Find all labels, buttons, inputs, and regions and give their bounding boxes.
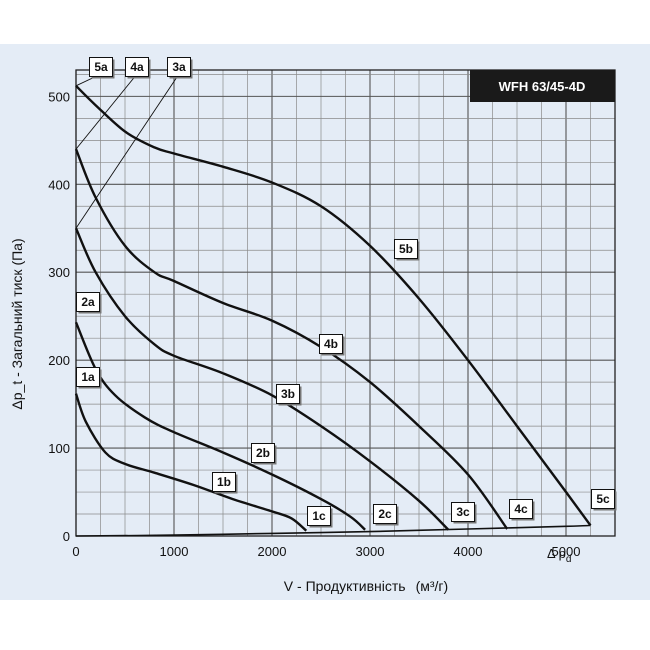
x-axis-label: V - Продуктивність bbox=[284, 578, 406, 594]
pd-label: Δ pd bbox=[547, 546, 571, 565]
curve-label-4b: 4b bbox=[324, 337, 338, 351]
curve-label-box bbox=[373, 504, 397, 524]
curve-label-box bbox=[76, 367, 100, 387]
model-badge: WFH 63/45-4D bbox=[470, 70, 615, 102]
label-leader-line bbox=[75, 73, 138, 150]
curve-label-box bbox=[591, 489, 615, 509]
curve-label-box bbox=[251, 443, 275, 463]
curve-label-box bbox=[89, 57, 113, 77]
x-axis-title: V - Продуктивність (м³/г) bbox=[284, 578, 448, 594]
pd-label-sub: d bbox=[566, 554, 572, 565]
curve-label-2b: 2b bbox=[256, 446, 270, 460]
curve-label-1a: 1a bbox=[81, 370, 95, 384]
curve-label-box bbox=[276, 384, 300, 404]
grid bbox=[75, 69, 616, 537]
curve-4 bbox=[74, 148, 509, 530]
curve-label-5b: 5b bbox=[399, 242, 413, 256]
model-badge-bg bbox=[470, 70, 615, 102]
curve-label-box bbox=[167, 57, 191, 77]
x-tick-label: 2000 bbox=[258, 544, 287, 559]
tick-labels: 0 1000 2000 3000 4000 5000 0 100 200 300 400 500 bbox=[48, 89, 580, 559]
curve-label-box bbox=[76, 292, 100, 312]
curve-label-box bbox=[307, 506, 331, 526]
y-tick-label: 0 bbox=[63, 529, 70, 544]
y-tick-label: 200 bbox=[48, 353, 70, 368]
chart-background: 1a 1b 1c 2a 2b 2c 3a 3b 3c 4a 4b 4c 5a 5b 5c 0 1000 2000… bbox=[0, 44, 650, 600]
curve-label-2c: 2c bbox=[378, 507, 392, 521]
curve-label-2a: 2a bbox=[81, 295, 95, 309]
x-tick-label: 4000 bbox=[454, 544, 483, 559]
curve-3 bbox=[74, 227, 450, 531]
curve-label-box bbox=[394, 239, 418, 259]
curve-label-3b: 3b bbox=[281, 387, 295, 401]
label-leader-line bbox=[75, 73, 180, 229]
curve-label-1b: 1b bbox=[217, 475, 231, 489]
curve-label-3a: 3a bbox=[172, 60, 186, 74]
curve-label-5a: 5a bbox=[94, 60, 108, 74]
curve-label-box bbox=[319, 334, 343, 354]
y-axis-title: Δp_t - Загальний тиск (Па) bbox=[9, 238, 25, 409]
curve-label-4c: 4c bbox=[514, 502, 528, 516]
curve-label-5c: 5c bbox=[596, 492, 610, 506]
x-tick-label: 3000 bbox=[356, 544, 385, 559]
curves bbox=[74, 84, 592, 537]
curve-5 bbox=[75, 84, 592, 527]
x-tick-label: 0 bbox=[72, 544, 79, 559]
curve-2 bbox=[74, 321, 366, 531]
y-tick-label: 100 bbox=[48, 441, 70, 456]
chart-title: WFH 63/45-4D bbox=[499, 79, 586, 94]
x-tick-label: 5000 bbox=[552, 544, 581, 559]
curve-label-box bbox=[212, 472, 236, 492]
curve-label-4a: 4a bbox=[130, 60, 144, 74]
curve-dynamic-pressure bbox=[75, 524, 591, 537]
curve-1 bbox=[74, 393, 308, 532]
pd-label-main: Δ p bbox=[547, 546, 566, 561]
curve-label-3c: 3c bbox=[456, 505, 470, 519]
x-tick-label: 1000 bbox=[160, 544, 189, 559]
curve-label-1c: 1c bbox=[312, 509, 326, 523]
y-tick-label: 300 bbox=[48, 265, 70, 280]
x-axis-unit: (м³/г) bbox=[416, 578, 449, 594]
curve-label-box bbox=[451, 502, 475, 522]
curve-labels: 1a 1b 1c 2a 2b 2c 3a 3b 3c 4a 4b 4c 5a 5b 5c bbox=[76, 57, 617, 528]
y-tick-label: 500 bbox=[48, 89, 70, 104]
curve-label-box bbox=[509, 499, 533, 519]
y-tick-label: 400 bbox=[48, 177, 70, 192]
curve-label-box bbox=[125, 57, 149, 77]
